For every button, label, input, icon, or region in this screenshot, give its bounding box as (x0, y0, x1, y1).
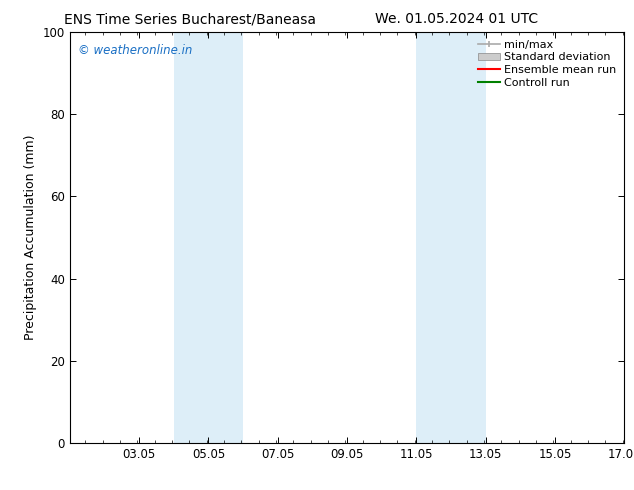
Bar (417, 32, 486, 443)
Text: We. 01.05.2024 01 UTC: We. 01.05.2024 01 UTC (375, 12, 538, 26)
Bar (174, 32, 243, 443)
Text: © weatheronline.in: © weatheronline.in (78, 44, 193, 57)
Legend: min/max, Standard deviation, Ensemble mean run, Controll run: min/max, Standard deviation, Ensemble me… (474, 35, 621, 93)
Y-axis label: Precipitation Accumulation (mm): Precipitation Accumulation (mm) (24, 135, 37, 341)
Text: ENS Time Series Bucharest/Baneasa: ENS Time Series Bucharest/Baneasa (64, 12, 316, 26)
